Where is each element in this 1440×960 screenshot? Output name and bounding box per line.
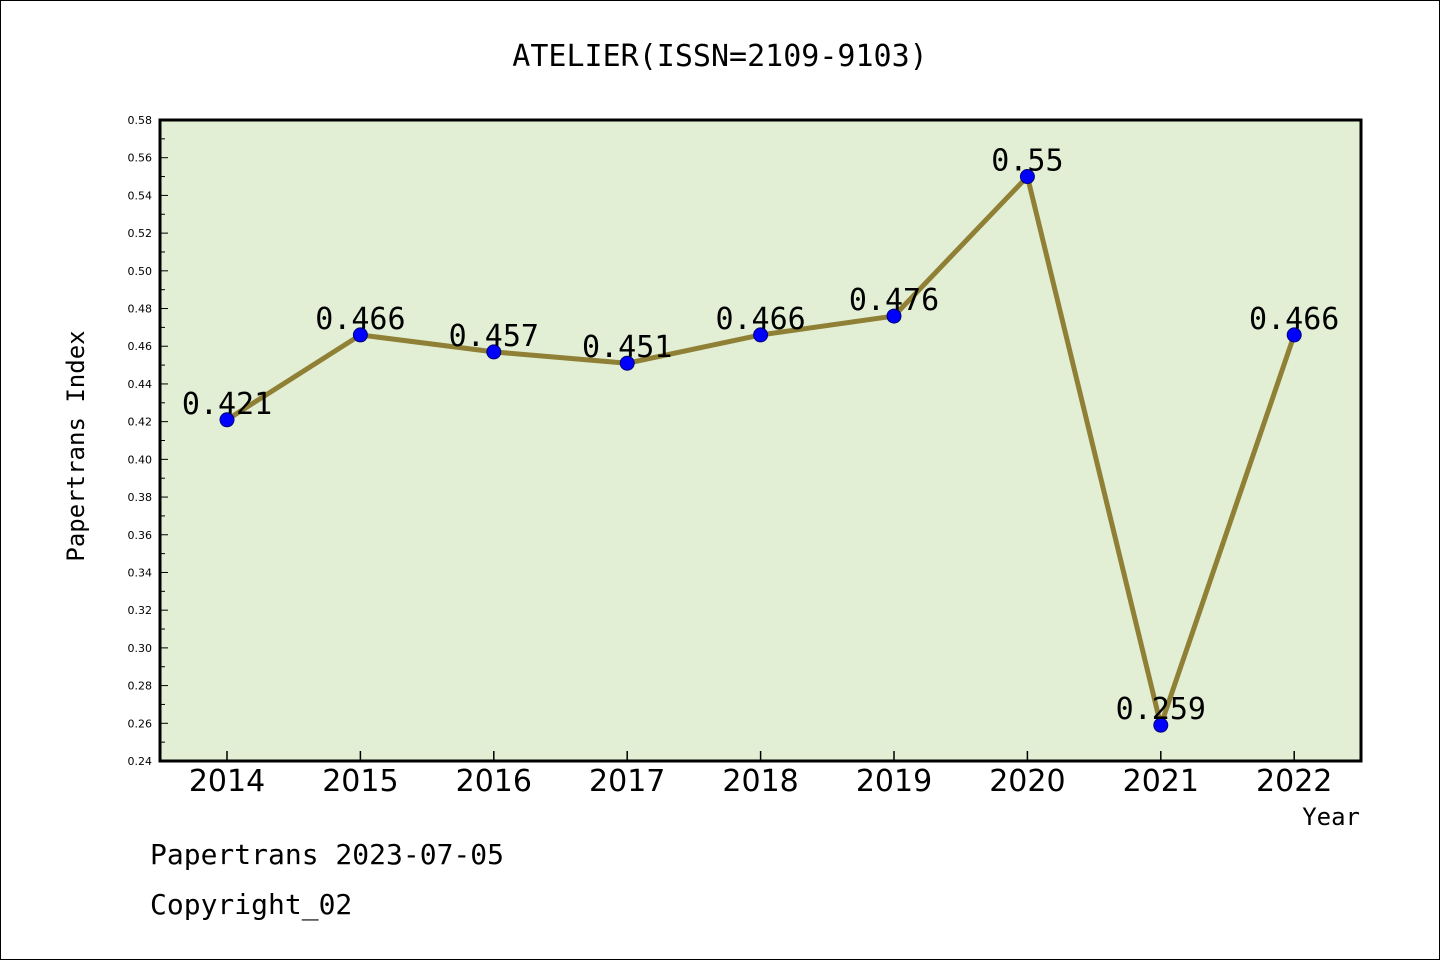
x-axis-label: Year [1302, 803, 1360, 831]
data-point [1286, 327, 1302, 343]
y-tick-label: 0.26 [128, 717, 153, 730]
y-tick-label: 0.40 [128, 453, 153, 466]
y-tick-label: 0.44 [128, 378, 153, 391]
data-point [753, 327, 769, 343]
y-tick-label: 0.34 [128, 566, 153, 579]
y-tick-label: 0.54 [128, 189, 153, 202]
data-label: 0.457 [449, 319, 539, 354]
y-tick-label: 0.56 [128, 152, 153, 165]
y-tick-label: 0.38 [128, 491, 153, 504]
y-tick-label: 0.24 [128, 755, 153, 768]
data-point [886, 308, 902, 324]
x-tick-label: 2015 [322, 764, 398, 799]
series-line-group [219, 169, 1302, 733]
data-label: 0.55 [991, 144, 1063, 179]
chart-title: ATELIER(ISSN=2109-9103) [512, 39, 927, 74]
y-tick-label: 0.36 [128, 529, 153, 542]
y-tick-label: 0.28 [128, 680, 153, 693]
data-label: 0.421 [182, 387, 272, 422]
data-point [486, 344, 502, 360]
y-tick-label: 0.48 [128, 303, 153, 316]
data-point [1153, 717, 1169, 733]
y-axis: 0.24 0.26 0.28 0.30 0.32 0.34 0.36 0.38 0.40 0.42… [128, 114, 168, 768]
x-tick-label: 2018 [722, 764, 798, 799]
y-tick-label: 0.50 [128, 265, 153, 278]
x-tick-label: 2021 [1123, 764, 1199, 799]
data-label: 0.466 [315, 302, 405, 337]
data-point [219, 412, 235, 428]
x-tick-label: 2016 [456, 764, 532, 799]
y-axis-label: Papertrans Index [62, 330, 90, 561]
x-tick-label: 2020 [989, 764, 1065, 799]
data-label: 0.466 [715, 302, 805, 337]
plot-area [158, 118, 1363, 763]
data-point [352, 327, 368, 343]
y-tick-label: 0.58 [128, 114, 153, 127]
footer-date: Papertrans 2023-07-05 [150, 838, 504, 871]
x-axis: 2014 2015 2016 2017 2018 2019 2020 2021 2022 [189, 751, 1332, 799]
x-tick-label: 2019 [856, 764, 932, 799]
y-tick-label: 0.30 [128, 642, 153, 655]
data-label: 0.476 [849, 283, 939, 318]
x-tick-label: 2017 [589, 764, 665, 799]
y-tick-label: 0.42 [128, 416, 153, 429]
data-label: 0.451 [582, 330, 672, 365]
data-point [619, 355, 635, 371]
footer-copyright: Copyright_02 [150, 888, 352, 922]
data-label: 0.259 [1116, 692, 1206, 727]
data-point [1019, 169, 1035, 185]
x-tick-label: 2014 [189, 764, 265, 799]
y-tick-label: 0.46 [128, 340, 153, 353]
y-tick-label: 0.52 [128, 227, 153, 240]
data-labels: 0.421 0.466 0.457 0.451 0.466 0.476 0.55 0.259 0… [182, 144, 1340, 728]
y-tick-label: 0.32 [128, 604, 153, 617]
data-label: 0.466 [1249, 302, 1339, 337]
x-tick-label: 2022 [1256, 764, 1332, 799]
